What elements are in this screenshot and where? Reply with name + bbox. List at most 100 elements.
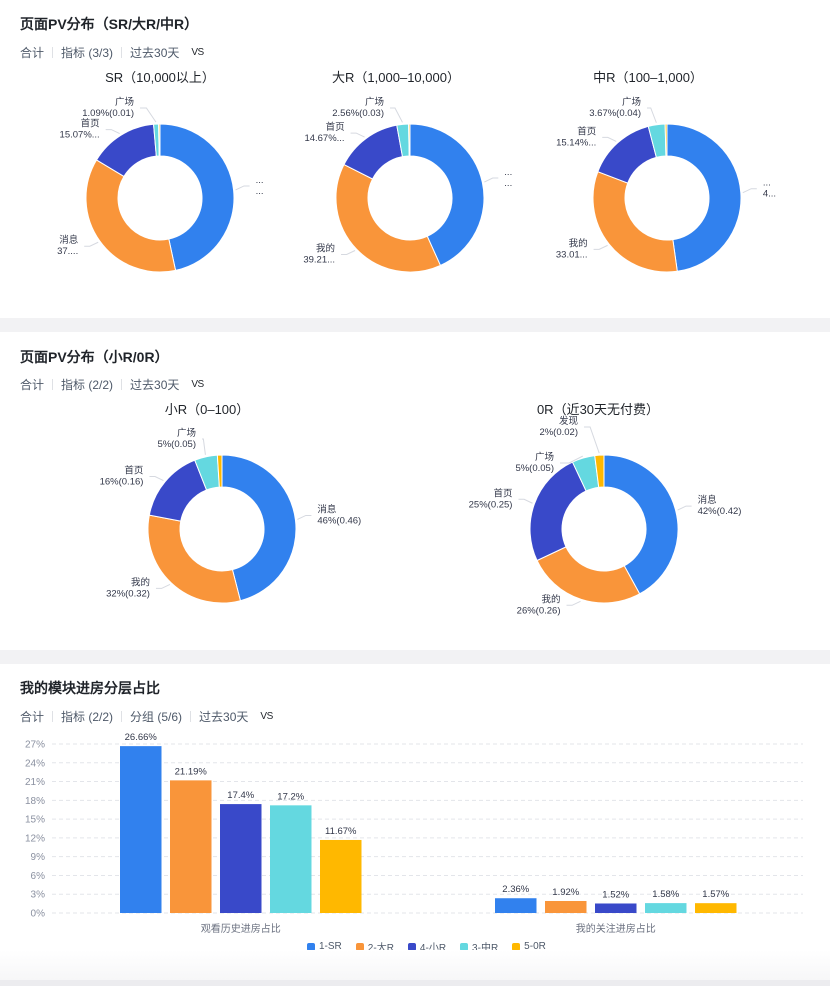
slice-label: ... bbox=[504, 167, 512, 178]
label-leader-line bbox=[350, 132, 365, 138]
legend-swatch-icon bbox=[512, 942, 521, 951]
filter-date-range[interactable]: 过去30天 bbox=[130, 46, 180, 60]
legend-item-1-SR[interactable]: 1-SR bbox=[307, 941, 342, 952]
donut-slice-发现[interactable] bbox=[216, 454, 223, 488]
donut-slice-我的[interactable] bbox=[592, 171, 678, 273]
filter-aggregate[interactable]: 合计 bbox=[20, 710, 45, 724]
slice-label: 16%(0.16) bbox=[100, 477, 144, 488]
filter-bar: 合计 指标 (2/2) 过去30天 VS bbox=[20, 376, 204, 393]
donut-slice-消息[interactable] bbox=[221, 454, 297, 602]
filter-bar: 合计 指标 (2/2) 分组 (5/6) 过去30天 VS bbox=[20, 708, 273, 725]
bar-4-小R[interactable] bbox=[220, 804, 262, 913]
donut-chart-sr[interactable]: ......消息37....首页15.07%...广场1.09%(0.01)..… bbox=[0, 0, 830, 318]
slice-label: 广场 bbox=[177, 427, 196, 439]
filter-aggregate[interactable]: 合计 bbox=[20, 46, 45, 60]
y-tick-label: 15% bbox=[25, 815, 45, 826]
y-tick-label: 0% bbox=[31, 909, 46, 920]
donut-slice-首页[interactable] bbox=[529, 461, 587, 562]
bar-5-0R[interactable] bbox=[695, 903, 737, 913]
donut-slice-发现[interactable] bbox=[408, 123, 411, 157]
donut-slice-消息[interactable] bbox=[409, 123, 485, 267]
legend-item-5-0R[interactable]: 5-0R bbox=[512, 941, 546, 952]
bottom-bar bbox=[0, 980, 830, 986]
slice-label: 1.09%(0.01) bbox=[82, 108, 134, 119]
filter-date-range[interactable]: 过去30天 bbox=[199, 710, 249, 724]
slice-label: 46%(0.46) bbox=[317, 515, 361, 526]
panel-pv-small-zero: 页面PV分布（小R/0R） 合计 指标 (2/2) 过去30天 VS 小R（0–… bbox=[0, 332, 830, 650]
slice-label: 32%(0.32) bbox=[106, 588, 150, 599]
divider bbox=[52, 711, 54, 722]
filter-metrics[interactable]: 指标 (2/2) bbox=[61, 378, 114, 392]
y-tick-label: 6% bbox=[31, 871, 46, 882]
legend-label: 1-SR bbox=[319, 941, 342, 952]
donut-slice-首页[interactable] bbox=[597, 125, 657, 184]
donut-slice-消息[interactable] bbox=[159, 123, 235, 271]
bottom-fade bbox=[0, 950, 830, 980]
chart-legend: 1-SR 2-大R 4-小R 3-中R 5-0R bbox=[307, 939, 546, 954]
donut-slice-发现[interactable] bbox=[158, 123, 161, 157]
slice-label: 2%(0.02) bbox=[539, 427, 578, 438]
filter-metrics[interactable]: 指标 (3/3) bbox=[61, 46, 114, 60]
donut-slice-我的[interactable] bbox=[147, 514, 242, 604]
donut-slice-我的[interactable] bbox=[85, 159, 177, 273]
bar-3-中R[interactable] bbox=[645, 903, 687, 913]
bar-2-大R[interactable] bbox=[170, 780, 212, 913]
legend-item-3-中R[interactable]: 3-中R bbox=[460, 939, 498, 954]
bar-1-SR[interactable] bbox=[120, 746, 162, 913]
bar-4-小R[interactable] bbox=[595, 903, 637, 913]
label-leader-line bbox=[390, 107, 403, 123]
bar-5-0R[interactable] bbox=[320, 839, 362, 913]
compare-vs-button[interactable]: VS bbox=[191, 47, 204, 58]
bar-value-label: 1.52% bbox=[602, 889, 629, 900]
donut-slice-消息[interactable] bbox=[603, 454, 679, 595]
slice-label: 37.... bbox=[57, 246, 78, 257]
panel-title: 我的模块进房分层占比 bbox=[20, 680, 160, 696]
bar-value-label: 26.66% bbox=[125, 732, 158, 743]
slice-label: 我的 bbox=[541, 593, 560, 605]
y-tick-label: 21% bbox=[25, 777, 45, 788]
bar-2-大R[interactable] bbox=[545, 900, 587, 913]
bar-3-中R[interactable] bbox=[270, 805, 312, 913]
filter-group[interactable]: 分组 (5/6) bbox=[130, 710, 183, 724]
bar-value-label: 2.36% bbox=[502, 884, 529, 895]
donut-chart-small-zero[interactable]: 消息46%(0.46)我的32%(0.32)首页16%(0.16)广场5%(0.… bbox=[0, 332, 830, 650]
bar-chart[interactable]: 0% 3% 6% 9% 12% 15% 18% 21% 24% 27% 26.66% 21.19% 17… bbox=[0, 664, 830, 980]
donut-slice-我的[interactable] bbox=[335, 163, 442, 273]
filter-aggregate[interactable]: 合计 bbox=[20, 378, 45, 392]
chart-title: 0R（近30天无付费） bbox=[536, 402, 660, 417]
legend-swatch-icon bbox=[460, 942, 469, 951]
label-leader-line bbox=[202, 438, 206, 455]
panel-pv-sr-big-mid: 页面PV分布（SR/大R/中R） 合计 指标 (3/3) 过去30天 VS SR… bbox=[0, 0, 830, 318]
filter-date-range[interactable]: 过去30天 bbox=[130, 378, 180, 392]
compare-vs-button[interactable]: VS bbox=[191, 379, 204, 390]
slice-label: 25%(0.25) bbox=[469, 499, 513, 510]
divider bbox=[52, 379, 54, 390]
label-leader-line bbox=[235, 185, 250, 191]
label-leader-line bbox=[560, 455, 584, 464]
label-leader-line bbox=[566, 600, 581, 606]
bar-value-label: 17.2% bbox=[277, 791, 304, 802]
legend-item-4-小R[interactable]: 4-小R bbox=[407, 939, 446, 954]
y-tick-label: 9% bbox=[31, 852, 46, 863]
compare-vs-button[interactable]: VS bbox=[260, 711, 273, 722]
slice-label: 15.14%... bbox=[556, 137, 596, 148]
legend-label: 3-中R bbox=[472, 943, 499, 954]
donut-slice-发现[interactable] bbox=[664, 123, 668, 157]
donut-slice-发现[interactable] bbox=[594, 454, 605, 488]
legend-item-2-大R[interactable]: 2-大R bbox=[355, 939, 394, 954]
y-tick-label: 27% bbox=[25, 740, 45, 751]
filter-metrics[interactable]: 指标 (2/2) bbox=[61, 710, 114, 724]
slice-label: 33.01... bbox=[556, 249, 588, 260]
bar-1-SR[interactable] bbox=[495, 898, 537, 913]
x-category-label: 观看历史进房占比 bbox=[201, 922, 281, 935]
donut-slice-消息[interactable] bbox=[666, 123, 742, 272]
label-leader-line bbox=[105, 129, 120, 135]
slice-label: 首页 bbox=[81, 118, 100, 130]
slice-label: 4... bbox=[763, 189, 776, 200]
y-tick-label: 18% bbox=[25, 796, 45, 807]
